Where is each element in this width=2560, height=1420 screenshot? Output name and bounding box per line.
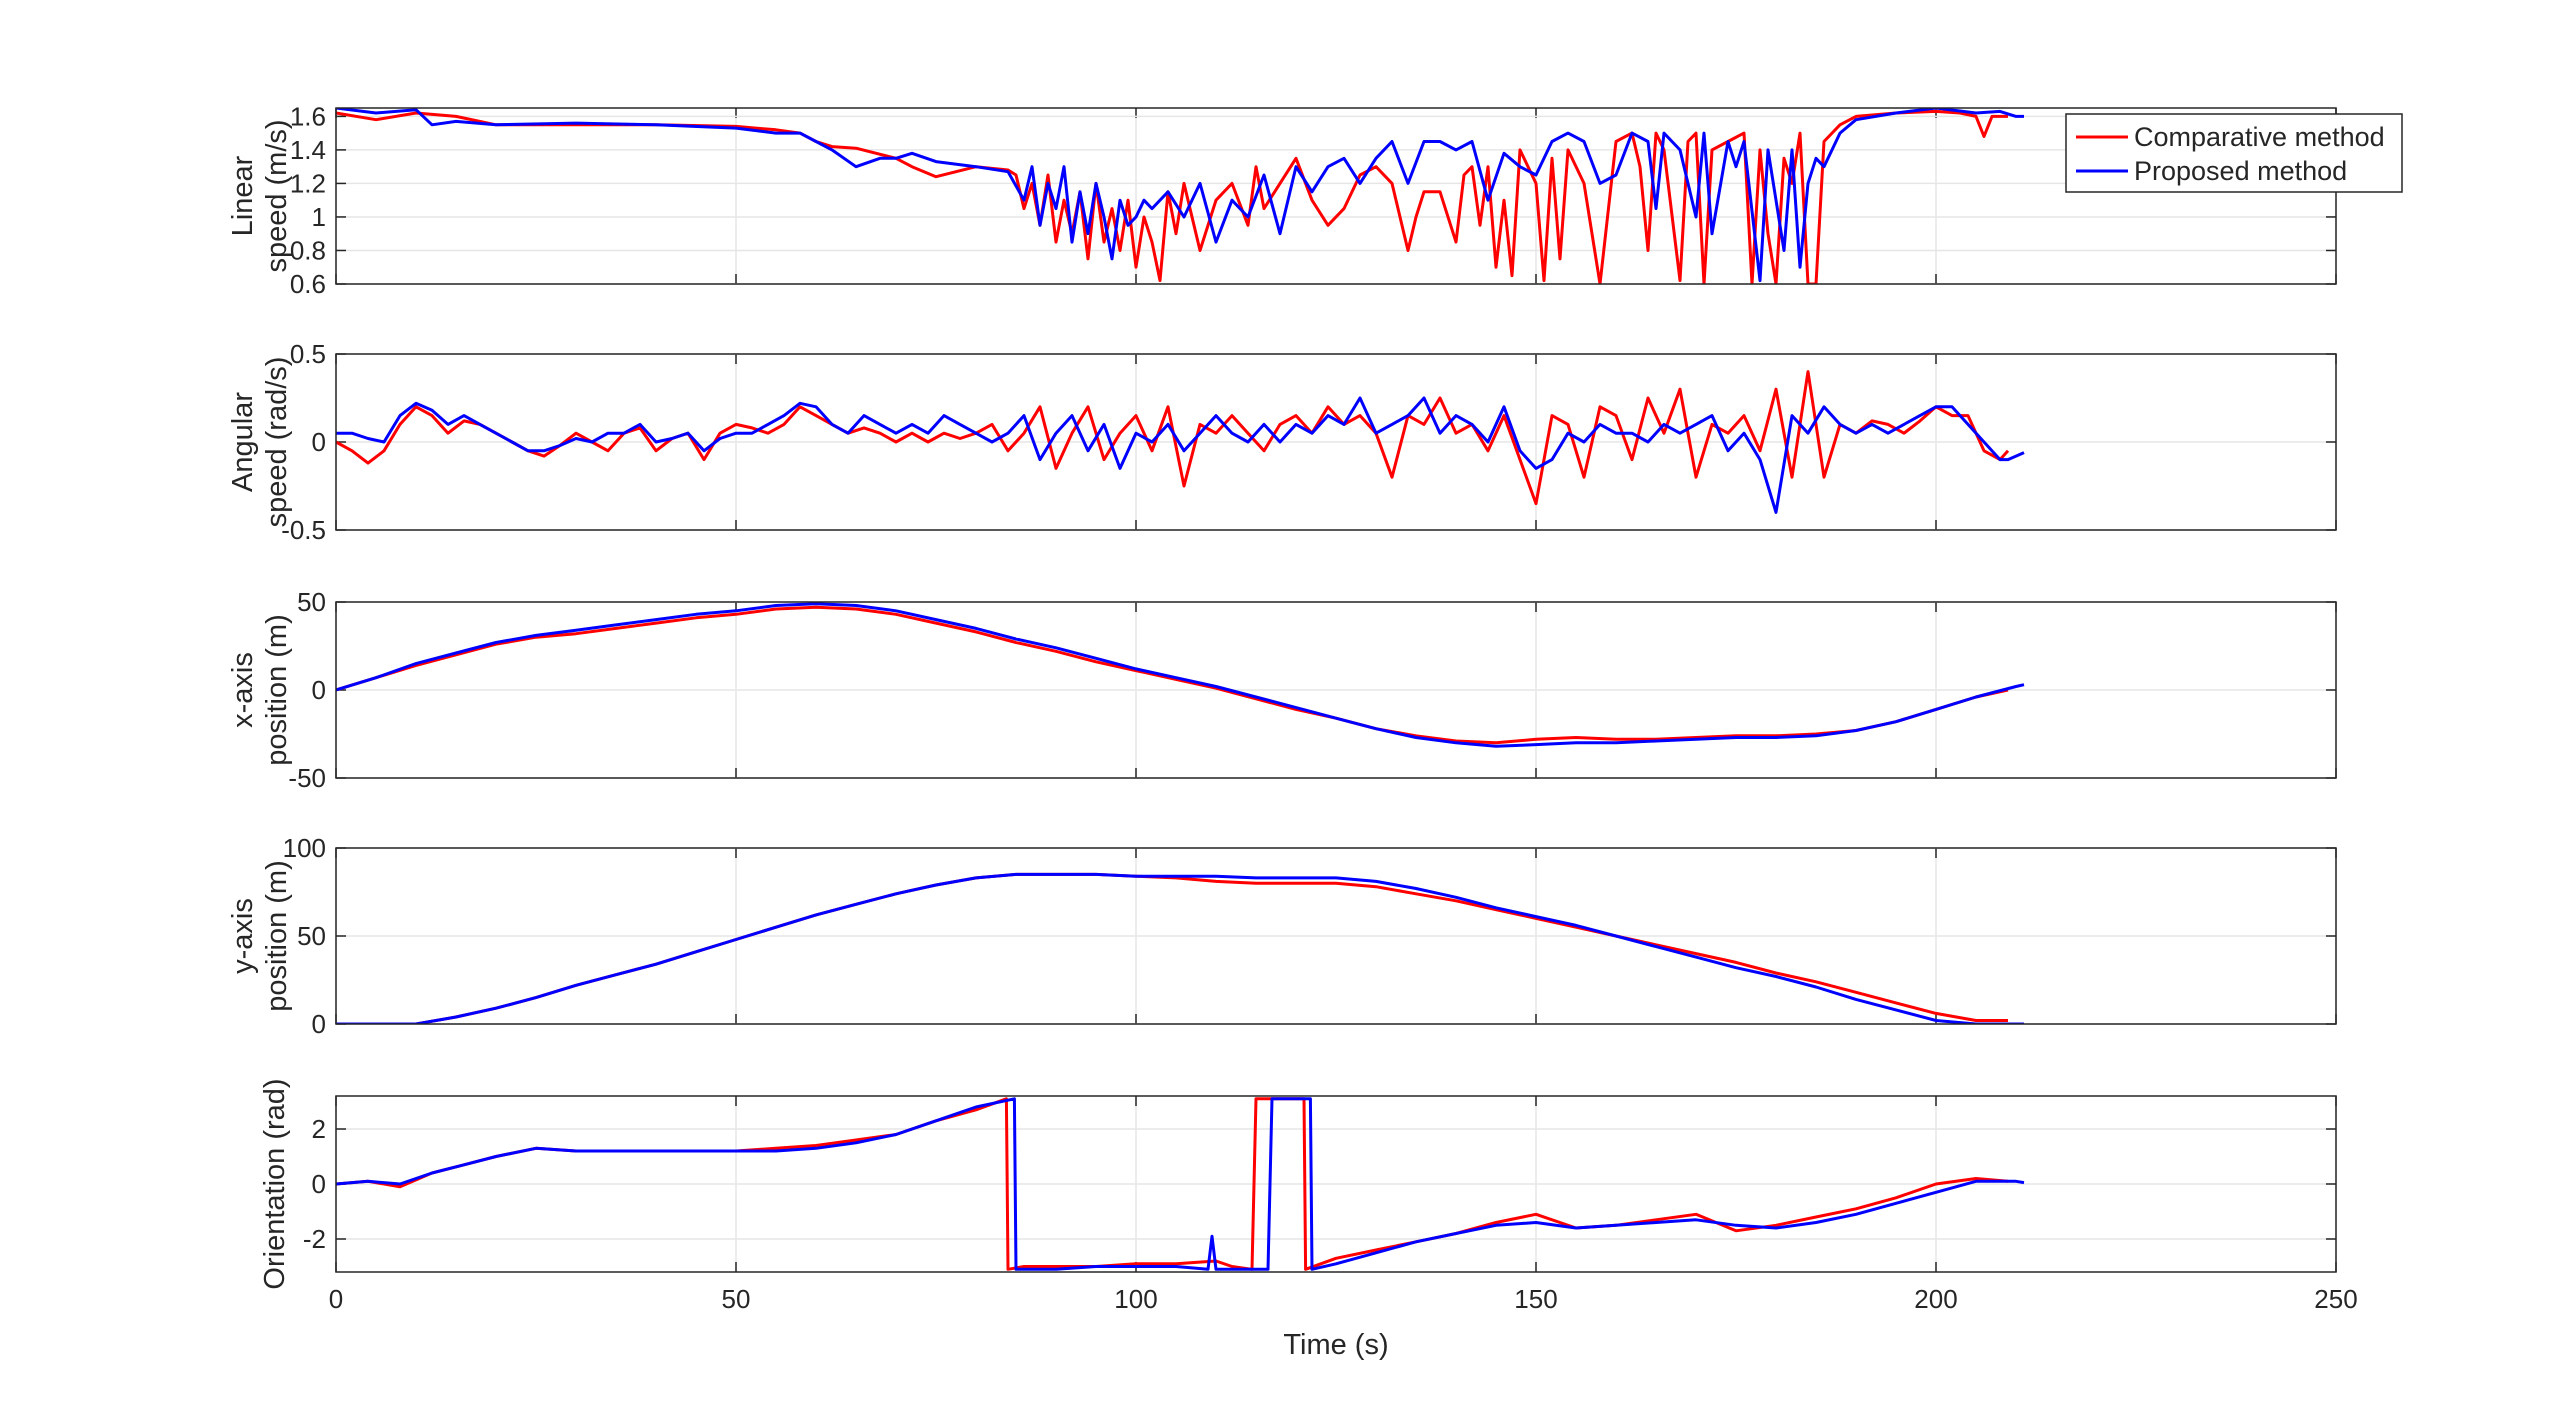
y-axis-label: Linear	[227, 155, 259, 236]
y-tick-label: 1	[312, 202, 326, 232]
axes-box	[335, 847, 2337, 1025]
series-line-proposed	[336, 1097, 2025, 1271]
plot-area	[336, 108, 2336, 284]
y-axis-label: position (m)	[261, 860, 293, 1012]
x-tick-label: 0	[329, 1284, 343, 1314]
legend-box	[2065, 113, 2403, 193]
axes-box	[335, 601, 2337, 779]
subplot-ypos: 0 50 100 y-axis position (m)	[227, 833, 2337, 1039]
y-tick-label: 1.4	[290, 135, 326, 165]
series-line-proposed	[336, 872, 2024, 1024]
axes-box	[335, 107, 2337, 285]
y-axis-label: x-axis	[227, 652, 259, 728]
y-axis-label: speed (m/s)	[261, 119, 293, 272]
y-axis-label: speed (rad/s)	[261, 357, 293, 528]
subplot-xpos: -50 0 50 x-axis position (m)	[227, 587, 2337, 793]
axes-box	[335, 1095, 2337, 1273]
legend-label: Comparative method	[2134, 122, 2385, 152]
y-tick-label: 0.6	[290, 269, 326, 299]
y-tick-label: 50	[297, 921, 326, 951]
y-tick-label: -0.5	[281, 515, 326, 545]
x-tick-label: 200	[1914, 1284, 1957, 1314]
y-axis-label: position (m)	[261, 614, 293, 766]
x-axis-label: Time (s)	[1283, 1329, 1388, 1361]
x-tick-label: 250	[2314, 1284, 2357, 1314]
x-tick-label: 150	[1514, 1284, 1557, 1314]
y-tick-label: 0	[312, 675, 326, 705]
axes-box	[335, 353, 2337, 531]
y-tick-label: 0.5	[290, 339, 326, 369]
y-axis-label: Orientation (rad)	[259, 1078, 291, 1289]
y-tick-label: 100	[283, 833, 326, 863]
series-line-comparative	[336, 109, 2008, 284]
y-axis-label: Angular	[227, 392, 259, 492]
y-tick-label: -2	[303, 1224, 326, 1254]
series-line-proposed	[336, 602, 2025, 748]
subplot-angular: -0.5 0 0.5 Angular speed (rad/s)	[227, 339, 2337, 545]
y-tick-label: 0	[312, 1169, 326, 1199]
y-tick-label: 0	[312, 1009, 326, 1039]
x-tick-label: 100	[1114, 1284, 1157, 1314]
legend: Comparative method Proposed method	[2065, 113, 2403, 193]
series-line-proposed	[336, 396, 2025, 514]
y-tick-label: 2	[312, 1114, 326, 1144]
y-tick-label: 0	[312, 427, 326, 457]
series-line-proposed	[336, 108, 2024, 283]
y-tick-label: 1.6	[290, 101, 326, 131]
series-line-comparative	[336, 605, 2009, 745]
y-tick-label: 50	[297, 587, 326, 617]
y-tick-label: 0.8	[290, 235, 326, 265]
series-line-comparative	[336, 370, 2010, 506]
y-tick-label: 1.2	[290, 168, 326, 198]
legend-label: Proposed method	[2134, 156, 2347, 186]
y-tick-label: -50	[288, 763, 326, 793]
x-tick-label: 50	[722, 1284, 751, 1314]
y-axis-label: y-axis	[227, 898, 259, 974]
subplot-linear: 0.6 0.81 1.21.4 1.6 Linear speed (m/s) Compara…	[227, 101, 2403, 299]
